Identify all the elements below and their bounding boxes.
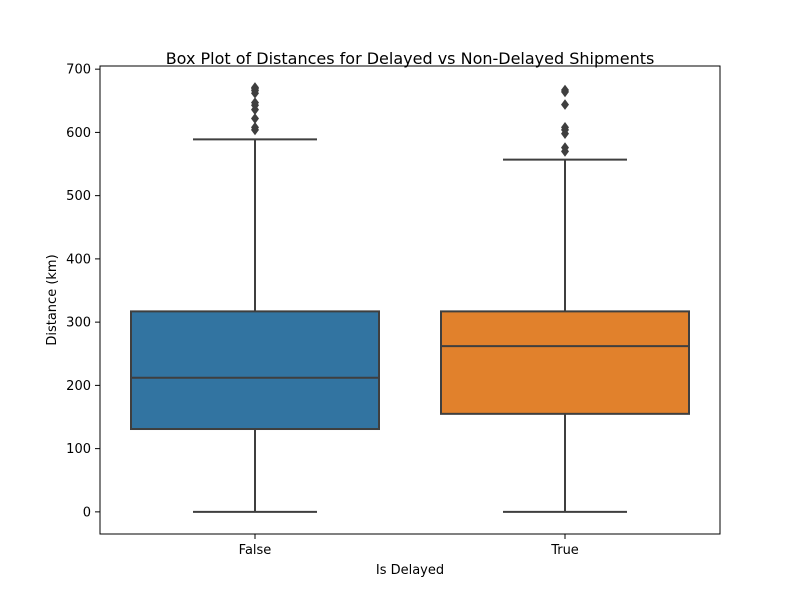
outlier-point: [251, 122, 259, 133]
y-tick-label: 200: [66, 379, 91, 394]
outlier-point: [251, 113, 259, 124]
y-tick-label: 700: [66, 63, 91, 78]
chart-title: Box Plot of Distances for Delayed vs Non…: [166, 49, 655, 68]
x-axis-label: Is Delayed: [376, 563, 444, 578]
y-tick-label: 100: [66, 442, 91, 457]
outlier-point: [250, 97, 260, 109]
y-axis-label: Distance (km): [45, 254, 60, 345]
y-tick-label: 0: [83, 505, 91, 520]
plot-frame: [99, 65, 721, 535]
y-tick-label: 400: [66, 252, 91, 267]
box-true: [440, 84, 690, 513]
y-tick-label: 300: [66, 316, 91, 331]
outlier-point: [561, 84, 569, 96]
iqr-box: [130, 310, 380, 431]
outlier-point: [251, 82, 259, 93]
y-tick-label: 600: [66, 126, 91, 141]
x-tick-label-true: True: [550, 543, 579, 558]
outlier-point: [561, 142, 569, 153]
outlier-point: [561, 99, 569, 110]
plot-area: [130, 82, 690, 513]
outlier-point: [561, 122, 569, 133]
x-tick-label-false: False: [239, 543, 272, 558]
iqr-box: [440, 310, 690, 415]
box-false: [130, 82, 380, 513]
x-axis: False True: [239, 534, 579, 558]
y-tick-label: 500: [66, 189, 91, 204]
y-axis: 0 100 200 300 400 500 600 700: [66, 63, 100, 520]
